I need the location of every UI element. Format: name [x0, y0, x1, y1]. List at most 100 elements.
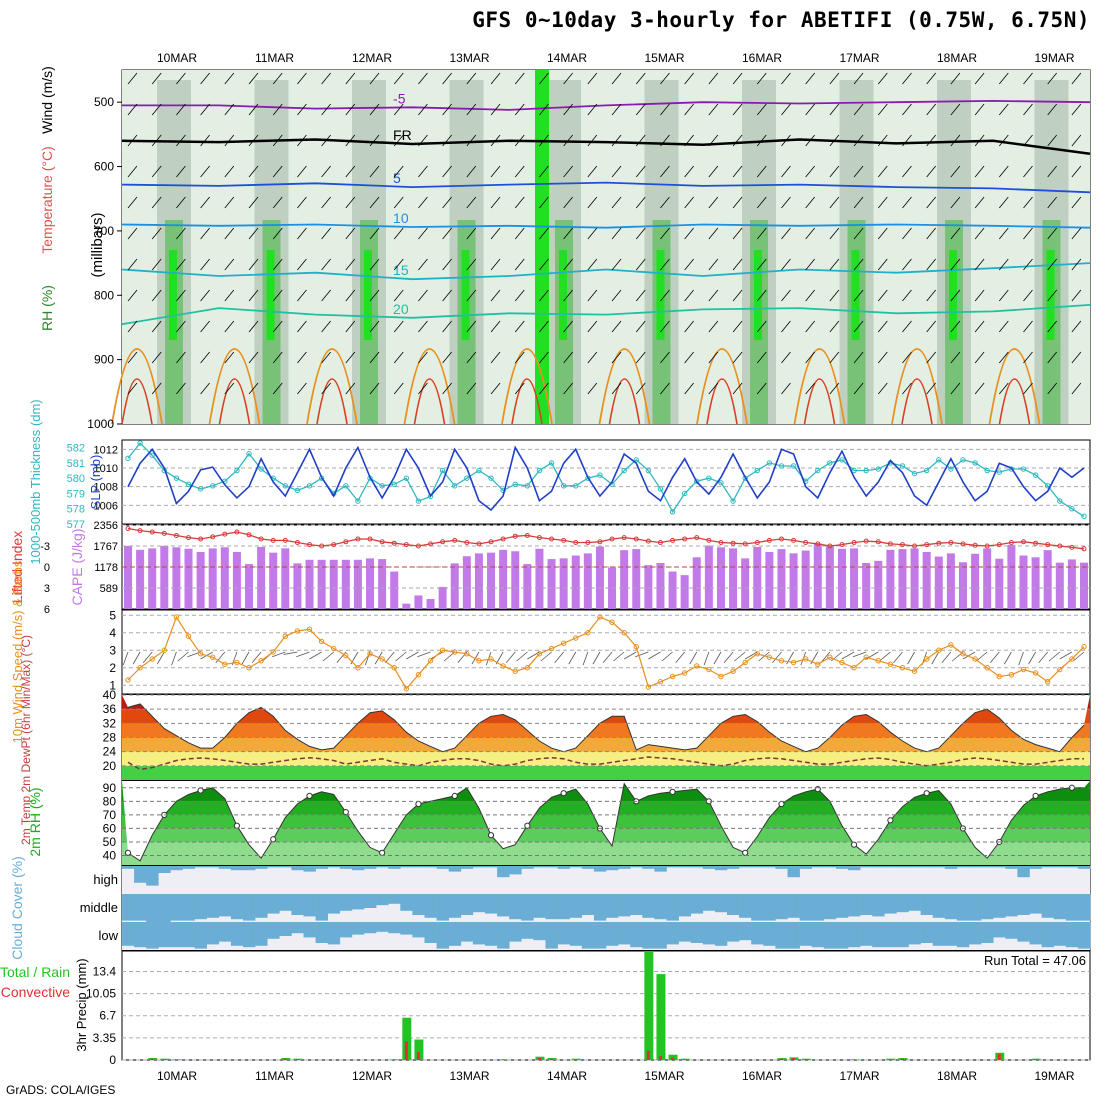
wind-barb: [853, 320, 864, 333]
cloud-bar-low: [799, 922, 812, 946]
wind-barb: [200, 72, 210, 85]
wind-barb: [345, 351, 356, 364]
wind-barb: [539, 320, 549, 333]
date-label-top: 17MAR: [839, 51, 879, 65]
cape-bar: [946, 553, 955, 609]
thickness-marker: [694, 478, 700, 484]
precip-total-bar: [414, 1039, 424, 1060]
wind-barb: [369, 165, 380, 178]
wind-barb: [321, 134, 331, 147]
wind-barb: [345, 258, 356, 271]
cloud-bar-middle: [436, 894, 449, 921]
cape-bar: [1043, 550, 1052, 609]
wind-barb: [684, 196, 694, 209]
wind-barb: [151, 103, 162, 116]
wind-barb: [877, 134, 888, 147]
wind-barb: [1047, 165, 1058, 178]
wind-barb: [781, 351, 791, 364]
rh-marker: [669, 788, 676, 795]
precip-conv-bar: [392, 1059, 396, 1060]
wind-speed-marker: [439, 647, 446, 653]
wind-barb: [974, 196, 985, 209]
wind-barb: [611, 103, 622, 116]
isotherm-25-arc: [111, 348, 163, 425]
wind-barb: [514, 103, 525, 116]
thickness-marker: [863, 467, 869, 474]
wind-barb: [490, 165, 501, 178]
cape-bar: [704, 545, 713, 609]
wind-barb: [321, 103, 331, 116]
cape-bar: [934, 556, 943, 609]
wind-barb: [224, 196, 235, 209]
wind-barb-10m: [1018, 651, 1024, 666]
wind-barb-10m: [1028, 651, 1036, 665]
cape-bar: [1067, 559, 1076, 609]
date-label-bottom: 17MAR: [839, 1069, 879, 1083]
wind-barb: [587, 196, 598, 209]
wind-barb: [369, 196, 380, 209]
cape-bar: [136, 549, 145, 609]
wind-barb: [393, 227, 404, 240]
wind-barb: [224, 72, 235, 85]
cloud-bar-low: [872, 922, 885, 948]
wind-speed-marker: [258, 658, 264, 664]
cape-bar: [789, 553, 798, 609]
thickness-marker: [706, 475, 712, 481]
wind-barb-10m: [142, 651, 153, 663]
wind-barb: [1023, 258, 1033, 271]
cloud-ylabel: Cloud Cover (%): [9, 856, 25, 959]
cloud-bar-high: [557, 866, 570, 869]
wind-barb: [321, 227, 331, 240]
cloud-bar-high: [944, 866, 958, 869]
cloud-bar-low: [351, 922, 365, 935]
cloud-bar-middle: [920, 894, 933, 915]
rh-marker: [560, 790, 567, 797]
isotherm-label: 10: [393, 210, 409, 226]
cloud-bar-middle: [993, 894, 1006, 918]
cloud-bar-low: [412, 922, 425, 938]
cape-bar: [353, 559, 362, 609]
li-marker: [621, 535, 627, 541]
li-marker: [791, 537, 797, 543]
cloud-bar-middle: [424, 894, 437, 918]
cloud-bar-high: [243, 866, 256, 871]
precip-conv-bar: [683, 1059, 687, 1060]
cloud-bar-high: [509, 866, 522, 875]
wind-speed-marker: [222, 661, 228, 667]
wind-barb: [732, 165, 743, 178]
wind-barb: [926, 227, 936, 240]
wind-barb: [781, 72, 791, 85]
wind-barb: [587, 382, 598, 395]
wind-barb: [708, 165, 719, 178]
cloud-bar-middle: [134, 894, 147, 921]
cape-bar: [644, 565, 653, 609]
wind-barb: [321, 258, 331, 271]
cloud-bar-middle: [678, 894, 691, 917]
wind-barb: [950, 227, 961, 240]
wind-barb: [272, 320, 283, 333]
li-marker: [464, 540, 470, 545]
wind-barb-10m: [1038, 651, 1049, 663]
cloud-bar-high: [666, 866, 679, 868]
wind-barb: [1071, 227, 1082, 240]
wind-barb: [1071, 320, 1082, 333]
precip-conv-bar: [416, 1052, 420, 1060]
wind-barb: [297, 382, 307, 395]
thickness-marker: [657, 486, 664, 492]
wind-barb: [998, 382, 1009, 395]
cloud-bar-high: [739, 866, 752, 868]
cloud-bar-low: [823, 922, 837, 949]
cloud-bar-low: [255, 922, 268, 946]
wind-barb: [1047, 258, 1058, 271]
wind-barb: [393, 382, 404, 395]
cape-bar: [172, 547, 181, 609]
cloud-bar-low: [1005, 922, 1018, 939]
thickness-marker: [1008, 466, 1015, 472]
thickness-marker: [149, 452, 155, 458]
cape-bar: [620, 550, 629, 609]
wind-speed-marker: [573, 635, 579, 641]
wind-barb: [418, 134, 428, 147]
wind-barb: [877, 196, 888, 209]
cloud-bar-low: [1077, 922, 1091, 949]
cloud-bar-low: [860, 922, 873, 946]
